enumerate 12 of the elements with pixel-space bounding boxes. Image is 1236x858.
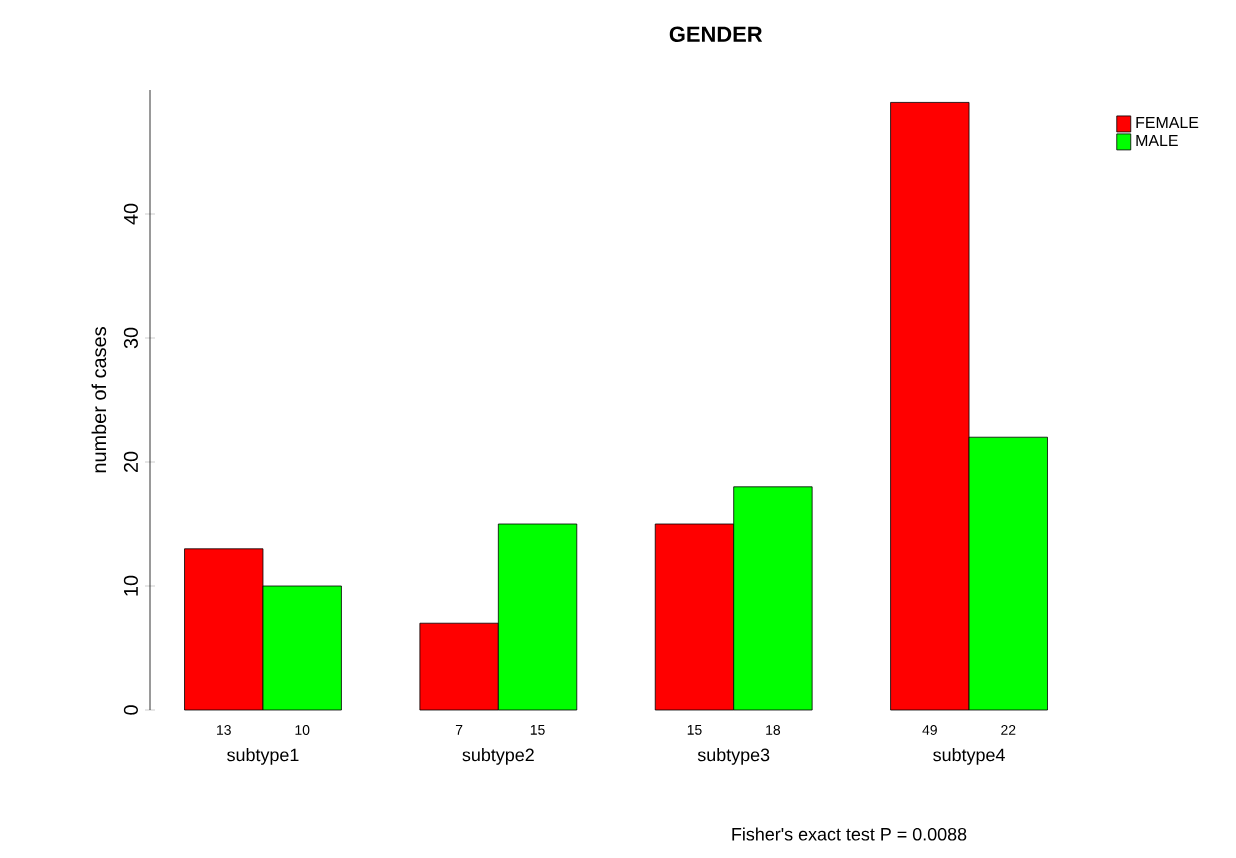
y-axis-title: number of cases <box>91 327 107 473</box>
chart-title: GENDER <box>669 26 763 42</box>
y-tick-label: 20 <box>123 451 138 473</box>
x-tick-label: subtype4 <box>933 748 1005 765</box>
text: Fisher's exact test P = 0.0088 <box>732 827 967 841</box>
y-tick-label: 30 <box>123 327 138 349</box>
x-tick-label: subtype3 <box>697 748 770 765</box>
x-tick-label: subtype1 <box>227 748 299 765</box>
y-tick-label: 40 <box>123 203 138 225</box>
y-tick-label: 10 <box>123 575 138 596</box>
x-tick-label: subtype2 <box>462 748 534 765</box>
y-tick-label: 0 <box>123 705 138 715</box>
